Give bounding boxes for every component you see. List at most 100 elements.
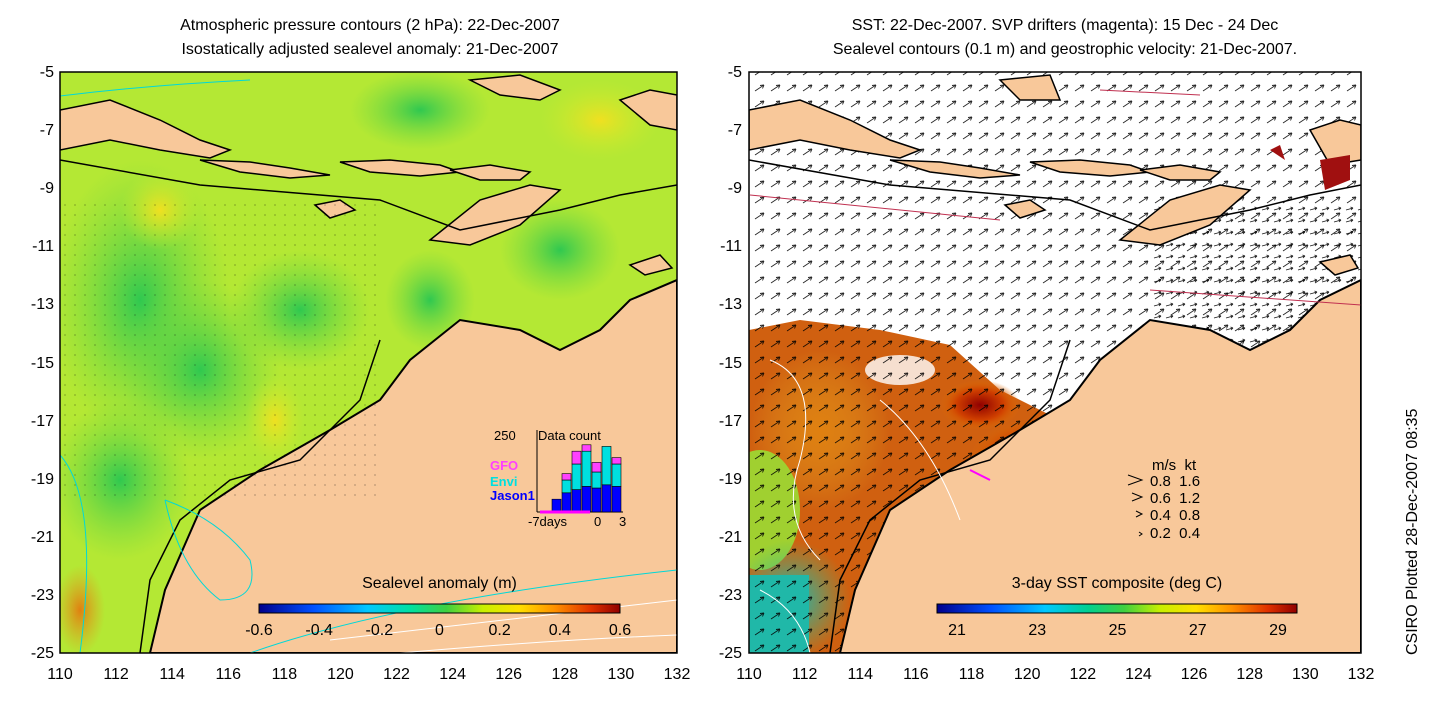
y-tick-label: -11 [720, 238, 742, 256]
inset-bar-jason [551, 498, 562, 513]
x-tick-label: 122 [383, 666, 410, 683]
x-tick-label: 114 [159, 666, 185, 683]
inset-bar-jason [611, 486, 622, 513]
inset-bar-envi [611, 463, 622, 487]
x-tick-label: 118 [958, 666, 985, 683]
y-tick-label: -25 [30, 645, 54, 662]
right-colorbar-title: 3-day SST composite (deg C) [1011, 575, 1223, 592]
y-tick-label: -23 [30, 586, 54, 604]
x-tick-label: 130 [1292, 666, 1319, 683]
y-tick-label: -19 [30, 470, 54, 488]
x-tick-label: 116 [215, 666, 242, 683]
inset-bar-jason [561, 492, 572, 513]
inset-bar-gfo [561, 473, 572, 481]
y-tick-label: -19 [718, 470, 742, 488]
right-title-line1: SST: 22-Dec-2007. SVP drifters (magenta)… [851, 17, 1279, 34]
x-tick-label: 116 [903, 666, 929, 683]
x-tick-label: 120 [1013, 666, 1041, 683]
inset-bar-gfo [571, 450, 582, 465]
colorbar-tick-label: -0.6 [245, 622, 273, 639]
y-tick-label: -7 [727, 122, 742, 140]
y-tick-label: -11 [32, 238, 54, 256]
inset-bar-jason [591, 487, 602, 513]
velocity-legend-row: 0.4 0.8 [1150, 507, 1201, 524]
x-tick-label: 112 [791, 666, 818, 683]
velocity-legend-row: 0.6 1.2 [1150, 490, 1201, 507]
colorbar-tick-label: 0.6 [608, 622, 632, 639]
y-tick-label: -17 [718, 412, 742, 430]
left-title-line1: Atmospheric pressure contours (2 hPa): 2… [180, 17, 560, 34]
inset-bar-envi [561, 479, 572, 494]
x-tick-label: 122 [1069, 666, 1097, 683]
x-tick-label: 110 [47, 666, 73, 683]
y-tick-label: -5 [39, 64, 54, 81]
y-tick-label: -21 [718, 528, 742, 546]
inset-title: Data count [538, 428, 601, 443]
inset-bar-envi [601, 446, 612, 486]
inset-ymax-label: 250 [494, 428, 516, 443]
inset-legend-envi: Envi [490, 474, 518, 489]
colorbar-tick-label: 0 [435, 622, 444, 639]
inset-xlabel-zero: 0 [594, 514, 602, 529]
inset-xlabel-start: -7days [528, 514, 568, 529]
y-tick-label: -9 [39, 180, 54, 198]
inset-xlabel-end: 3 [619, 514, 627, 529]
y-tick-label: -15 [30, 354, 54, 372]
left-map-panel [60, 72, 677, 653]
y-tick-label: -5 [727, 64, 742, 81]
x-tick-label: 132 [663, 666, 691, 683]
x-tick-label: 114 [847, 666, 874, 683]
left-title-line2: Isostatically adjusted sealevel anomaly:… [181, 41, 559, 58]
x-tick-label: 124 [1125, 666, 1152, 683]
inset-bar-envi [571, 463, 582, 490]
inset-bar-jason [601, 484, 612, 513]
x-tick-label: 118 [271, 666, 298, 683]
y-tick-label: -9 [727, 180, 742, 198]
x-tick-label: 120 [327, 666, 354, 683]
colorbar-tick-label: 21 [948, 622, 966, 639]
y-tick-label: -25 [718, 645, 742, 662]
x-tick-label: 128 [1236, 666, 1264, 683]
left-colorbar [258, 603, 621, 614]
x-tick-label: 110 [736, 666, 762, 683]
right-title-line2: Sealevel contours (0.1 m) and geostrophi… [832, 41, 1298, 58]
x-tick-label: 132 [1347, 666, 1375, 683]
colorbar-tick-label: 27 [1188, 622, 1207, 639]
velocity-legend-row: 0.8 1.6 [1150, 473, 1201, 490]
x-tick-label: 124 [439, 666, 466, 683]
colorbar-tick-label: -0.4 [305, 622, 333, 639]
colorbar-tick-label: -0.2 [365, 622, 394, 639]
inset-bar-gfo [591, 462, 602, 473]
velocity-legend-header: m/s kt [1152, 457, 1197, 474]
x-tick-label: 126 [495, 666, 523, 683]
inset-bar-gfo [581, 444, 592, 452]
velocity-legend-arrows [1127, 474, 1144, 537]
inset-legend-gfo: GFO [490, 458, 519, 473]
colorbar-tick-label: 0.4 [548, 622, 571, 639]
inset-bar-gfo [611, 457, 622, 465]
inset-bar-envi [581, 450, 592, 487]
right-colorbar [936, 603, 1298, 614]
colorbar-tick-label: 25 [1108, 622, 1127, 639]
inset-bar-jason [581, 486, 592, 513]
inset-bar-jason [571, 489, 582, 513]
velocity-legend-row: 0.2 0.4 [1150, 525, 1201, 542]
left-colorbar-title: Sealevel anomaly (m) [362, 575, 517, 592]
y-tick-label: -23 [718, 586, 742, 604]
x-tick-label: 126 [1180, 666, 1208, 683]
y-tick-label: -13 [30, 296, 54, 314]
inset-bar-envi [591, 471, 602, 489]
x-tick-label: 130 [607, 666, 635, 683]
credit-label: CSIRO Plotted 28-Dec-2007 08:35 [1404, 408, 1421, 655]
x-tick-label: 128 [551, 666, 579, 683]
y-tick-label: -7 [39, 122, 54, 140]
right-map-panel [749, 72, 1361, 653]
colorbar-tick-label: 23 [1028, 622, 1047, 639]
colorbar-tick-label: 0.2 [488, 622, 511, 639]
colorbar-tick-label: 29 [1269, 622, 1287, 639]
y-tick-label: -17 [30, 412, 54, 430]
inset-legend-jason: Jason1 [490, 488, 535, 503]
y-tick-label: -21 [30, 528, 54, 546]
y-tick-label: -13 [718, 296, 742, 314]
